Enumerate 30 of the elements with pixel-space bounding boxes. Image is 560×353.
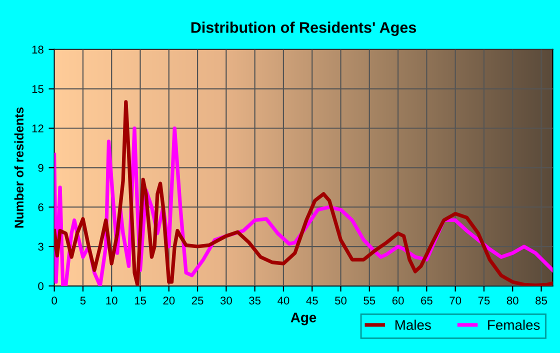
x-tick-label: 10 — [106, 296, 118, 305]
y-tick-label: 9 — [38, 164, 44, 172]
y-tick-label: 12 — [32, 124, 44, 132]
x-tick-label: 70 — [450, 296, 462, 305]
legend-label: Females — [488, 320, 540, 330]
y-axis-title: Number of residents — [14, 107, 24, 228]
y-tick-label: 3 — [38, 242, 44, 251]
y-tick-label: 18 — [32, 46, 44, 54]
x-tick-label: 25 — [192, 296, 204, 305]
x-tick-label: 65 — [421, 296, 432, 305]
x-axis-title: Age — [290, 312, 316, 326]
x-tick-label: 45 — [306, 296, 318, 305]
x-tick-label: 0 — [52, 296, 57, 305]
x-tick-label: 50 — [335, 296, 346, 305]
x-tick-label: 35 — [249, 296, 261, 305]
x-tick-label: 80 — [506, 296, 518, 305]
x-tick-label: 75 — [478, 296, 490, 305]
y-tick-label: 15 — [32, 85, 44, 93]
legend-label: Males — [396, 320, 431, 330]
x-tick-label: 15 — [134, 296, 146, 305]
x-tick-label: 85 — [536, 296, 547, 305]
x-tick-label: 5 — [80, 296, 86, 305]
x-tick-label: 20 — [163, 296, 175, 305]
x-tick-label: 40 — [278, 296, 290, 305]
chart-title: Distribution of Residents' Ages — [191, 22, 416, 36]
y-tick-label: 0 — [38, 282, 44, 290]
x-tick-label: 60 — [392, 296, 404, 305]
x-tick-label: 55 — [364, 296, 376, 305]
y-tick-label: 6 — [38, 203, 44, 212]
x-tick-label: 30 — [220, 296, 232, 305]
